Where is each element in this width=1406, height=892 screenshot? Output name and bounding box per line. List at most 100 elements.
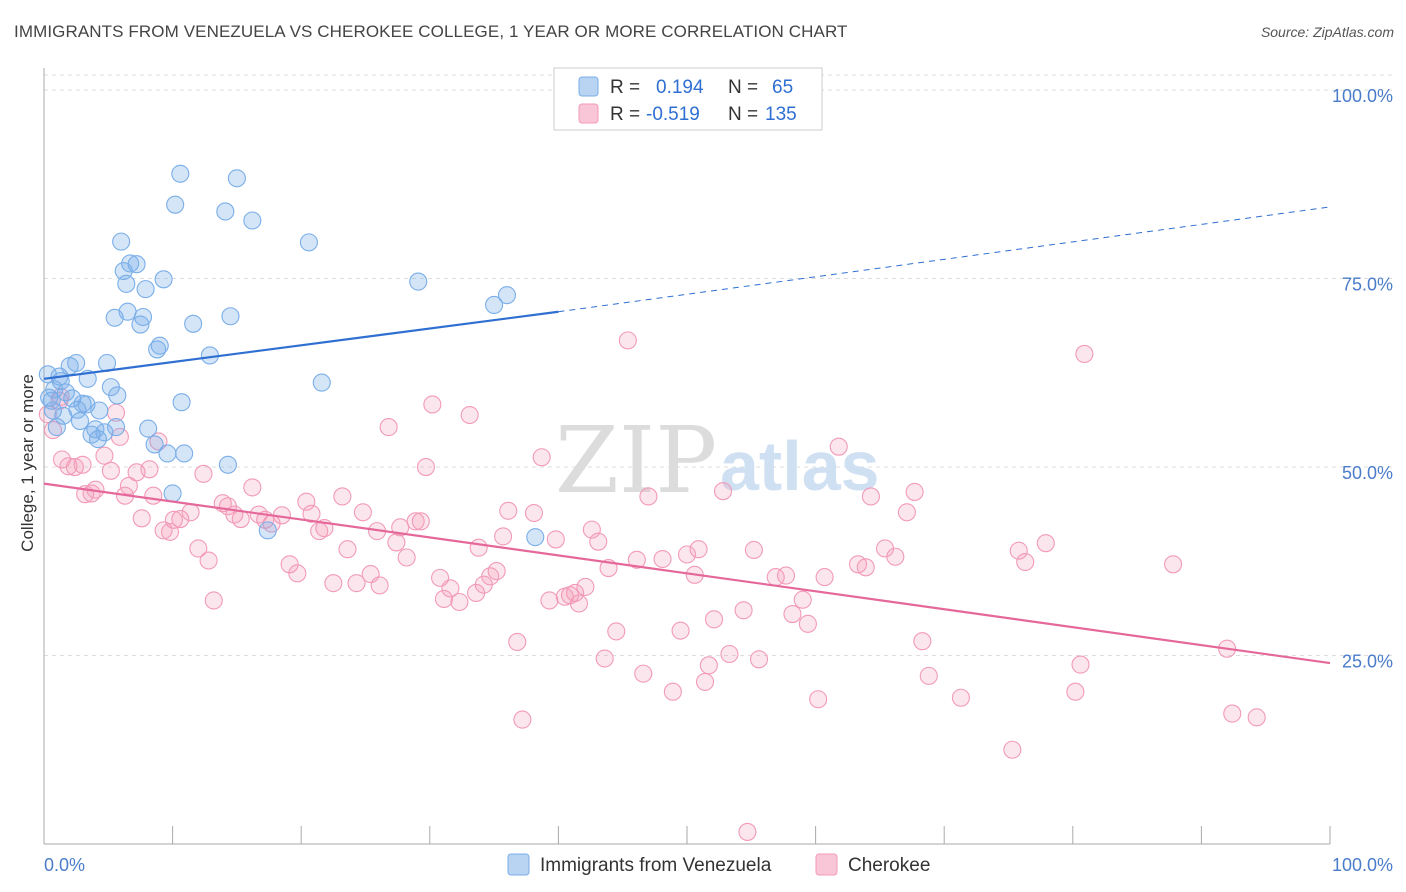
series-legend-swatch-cherokee bbox=[815, 853, 838, 876]
cherokee-point bbox=[370, 576, 389, 595]
y-tick-label: 100.0% bbox=[1332, 86, 1393, 106]
cherokee-point bbox=[324, 574, 343, 593]
cherokee-point bbox=[734, 601, 753, 620]
cherokee-point bbox=[1247, 708, 1266, 727]
venezuela-point bbox=[312, 373, 331, 392]
cherokee-point bbox=[639, 487, 658, 506]
venezuela-point bbox=[121, 254, 140, 273]
cherokee-point bbox=[1003, 740, 1022, 759]
points-layer bbox=[38, 164, 1266, 841]
cherokee-point bbox=[494, 527, 513, 546]
y-tick-label: 25.0% bbox=[1342, 652, 1393, 672]
cherokee-point bbox=[1036, 534, 1055, 553]
cherokee-point bbox=[288, 564, 307, 583]
cherokee-point bbox=[347, 574, 366, 593]
cherokee-point bbox=[589, 532, 608, 551]
cherokee-point bbox=[809, 690, 828, 709]
cherokee-point bbox=[951, 688, 970, 707]
series-legend-label-venezuela: Immigrants from Venezuela bbox=[540, 855, 772, 876]
venezuela-point bbox=[163, 484, 182, 503]
watermark-zip: ZIP bbox=[555, 407, 717, 514]
series-legend-label-cherokee: Cherokee bbox=[848, 855, 930, 876]
venezuela-point bbox=[221, 307, 240, 326]
y-axis-title: College, 1 year or more bbox=[18, 374, 37, 552]
venezuela-point bbox=[145, 435, 164, 454]
cherokee-point bbox=[607, 622, 626, 641]
venezuela-point bbox=[136, 280, 155, 299]
y-tick-label: 75.0% bbox=[1342, 275, 1393, 295]
legend-box bbox=[553, 67, 823, 131]
cherokee-point bbox=[886, 547, 905, 566]
venezuela-point bbox=[184, 314, 203, 333]
cherokee-point bbox=[406, 512, 425, 531]
cherokee-point bbox=[913, 632, 932, 651]
cherokee-point bbox=[144, 486, 163, 505]
cherokee-point bbox=[627, 550, 646, 569]
venezuela-point bbox=[299, 233, 318, 252]
venezuela-trend-line bbox=[43, 310, 559, 380]
cherokee-point bbox=[856, 558, 875, 577]
legend-n-value-2: 135 bbox=[765, 104, 797, 125]
y-axis-label: College, 1 year or more bbox=[18, 374, 37, 552]
cherokee-point bbox=[387, 533, 406, 552]
cherokee-point bbox=[720, 644, 739, 664]
chart-title: IMMIGRANTS FROM VENEZUELA VS CHEROKEE CO… bbox=[14, 22, 848, 41]
cherokee-point bbox=[815, 568, 834, 587]
cherokee-point bbox=[897, 503, 916, 522]
cherokee-point bbox=[140, 460, 159, 479]
cherokee-point bbox=[1071, 655, 1090, 674]
venezuela-point bbox=[106, 418, 126, 437]
cherokee-point bbox=[338, 540, 357, 559]
venezuela-point bbox=[88, 430, 108, 449]
cherokee-point bbox=[397, 548, 416, 567]
legend-r-value-2: -0.519 bbox=[646, 104, 700, 125]
venezuela-point bbox=[154, 270, 173, 289]
axis-layer: 25.0% 50.0% 75.0% 100.0% 0.0% 100.0% bbox=[43, 68, 1393, 875]
chart-source: Source: ZipAtlas.com bbox=[1260, 24, 1394, 40]
venezuela-point bbox=[175, 444, 194, 463]
cherokee-point bbox=[189, 539, 208, 558]
venezuela-point bbox=[150, 336, 169, 355]
watermark-atlas: atlas bbox=[720, 427, 880, 505]
cherokee-point bbox=[508, 632, 527, 651]
cherokee-point bbox=[524, 503, 544, 523]
venezuela-point bbox=[227, 169, 246, 188]
cherokee-point bbox=[59, 457, 78, 476]
venezuela-point bbox=[127, 255, 146, 274]
cherokee-point bbox=[699, 656, 718, 675]
cherokee-point bbox=[1223, 704, 1242, 723]
cherokee-point bbox=[280, 555, 299, 574]
venezuela-point bbox=[68, 400, 87, 419]
cherokee-point bbox=[302, 504, 321, 523]
cherokee-point bbox=[132, 509, 151, 528]
cherokee-point bbox=[391, 518, 410, 537]
cherokee-point bbox=[1066, 682, 1085, 701]
legend-swatch-venezuela bbox=[578, 76, 599, 97]
cherokee-point bbox=[829, 437, 848, 456]
correlation-legend: R = 0.194 N = 65 R = -0.519 N = 135 bbox=[553, 67, 823, 131]
venezuela-point bbox=[112, 232, 131, 251]
venezuela-point bbox=[67, 353, 86, 373]
legend-r-label-2: R = bbox=[610, 104, 640, 125]
venezuela-point bbox=[108, 386, 127, 405]
cherokee-point bbox=[353, 503, 372, 522]
legend-n-value-1: 65 bbox=[772, 77, 793, 98]
venezuela-point bbox=[42, 391, 61, 410]
cherokee-point bbox=[160, 522, 180, 541]
venezuela-point bbox=[526, 528, 545, 547]
cherokee-point bbox=[181, 503, 200, 522]
legend-r-label-1: R = bbox=[610, 77, 640, 98]
legend-n-label-1: N = bbox=[728, 77, 758, 98]
cherokee-point bbox=[532, 448, 551, 467]
venezuela-point bbox=[409, 272, 428, 291]
cherokee-point bbox=[677, 545, 697, 564]
cherokee-point bbox=[540, 591, 559, 610]
venezuela-point bbox=[485, 295, 504, 314]
cherokee-point bbox=[194, 464, 213, 483]
series-legend: Immigrants from Venezuela Cherokee bbox=[507, 853, 930, 876]
cherokee-point bbox=[441, 579, 460, 598]
legend-swatch-cherokee bbox=[578, 103, 599, 124]
cherokee-point bbox=[416, 457, 435, 477]
cherokee-point bbox=[653, 549, 672, 569]
